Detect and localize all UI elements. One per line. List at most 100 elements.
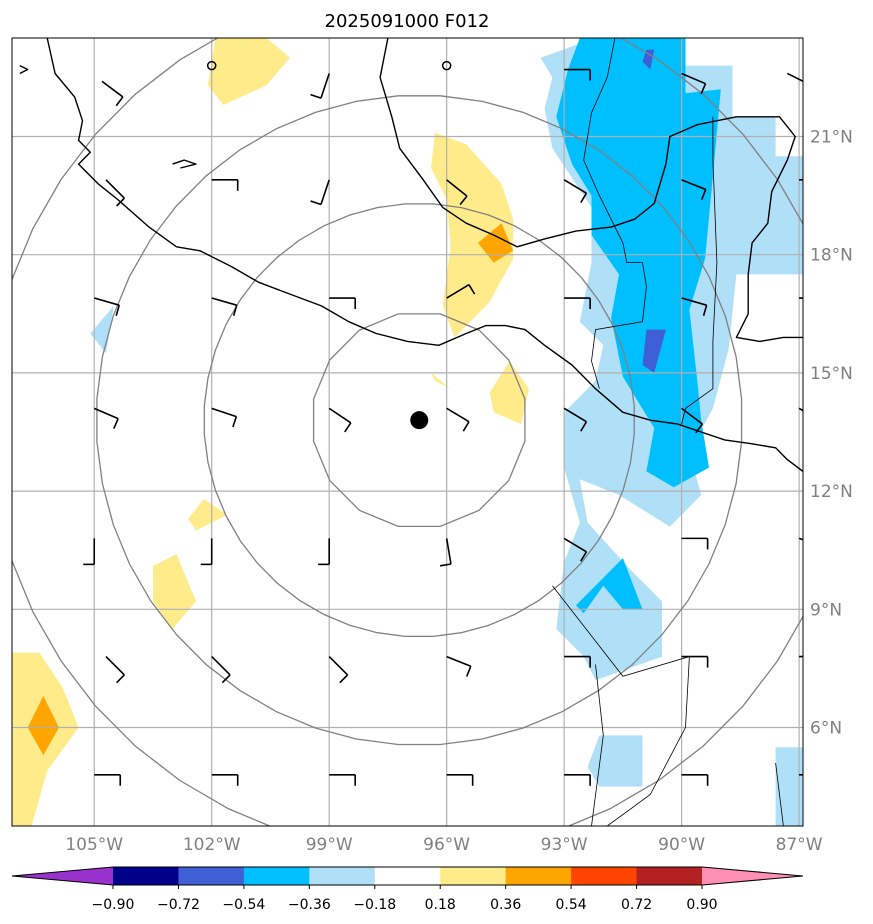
barb-staff: [211, 297, 237, 306]
lon-tick-label: 102°W: [183, 835, 241, 855]
barb-feather: [820, 547, 823, 557]
colorbar-segment: [243, 867, 310, 885]
wind-barb: [446, 655, 472, 677]
wind-barb: [563, 537, 588, 562]
vorticity-region: [188, 499, 228, 531]
barb-feather: [113, 418, 119, 430]
calm-wind-marker: [206, 60, 217, 71]
vorticity-region: [642, 329, 666, 373]
wind-barb: [310, 73, 330, 99]
border-line: [583, 38, 647, 389]
barb-feather: [465, 665, 472, 677]
colorbar-tick-label: −0.18: [353, 897, 396, 913]
barb-staff: [786, 72, 803, 83]
lon-tick-label: 105°W: [65, 835, 123, 855]
barb-staff: [328, 407, 352, 424]
wind-barb: [83, 538, 96, 566]
barb-staff: [320, 73, 330, 99]
colorbar-segment: [505, 867, 572, 885]
colorbar-tick-label: 0.36: [490, 897, 521, 913]
wind-barb: [94, 773, 122, 786]
wind-barb: [211, 407, 238, 428]
vorticity-region: [431, 372, 451, 389]
barb-feather: [310, 93, 322, 99]
lat-tick-label: 6°N: [810, 719, 842, 739]
wind-barb: [681, 297, 708, 316]
barb-staff: [446, 655, 472, 667]
wind-barb: [446, 407, 470, 432]
colorbar-segment: [374, 867, 441, 885]
barb-staff: [105, 179, 125, 199]
barb-feather: [695, 423, 704, 434]
colorbar-segment: [113, 867, 179, 885]
lon-tick-label: 87°W: [776, 835, 823, 855]
wind-barb: [564, 68, 591, 81]
colorbar-tick-label: −0.36: [288, 897, 331, 913]
coastlines: [19, 38, 803, 472]
wind-barb: [681, 537, 709, 550]
barb-feather: [702, 304, 708, 316]
wind-barb: [211, 179, 239, 191]
barb-staff: [681, 297, 707, 306]
coastline: [172, 159, 197, 169]
wind-barb: [564, 655, 591, 668]
wind-barb: [681, 179, 707, 201]
wind-barb: [94, 297, 121, 316]
barb-staff: [681, 179, 707, 191]
border-line: [681, 116, 718, 425]
wind-barb: [310, 179, 330, 206]
barb-feather: [580, 421, 588, 432]
barb-feather: [700, 189, 707, 201]
colorbar-segment: [571, 867, 638, 885]
border-line: [552, 585, 690, 826]
vorticity-region: [775, 747, 803, 826]
vorticity-region: [642, 49, 655, 70]
wind-barb: [439, 538, 452, 567]
barb-staff: [445, 538, 452, 565]
colorbar-tick-label: 0.54: [556, 897, 587, 913]
colorbar-tick-label: −0.90: [92, 897, 135, 913]
barb-feather: [115, 304, 121, 316]
lat-tick-label: 15°N: [810, 364, 853, 384]
barb-feather: [806, 85, 811, 95]
border-line: [775, 762, 784, 826]
colorbar-segment: [178, 867, 245, 885]
border-line: [591, 664, 604, 826]
barb-staff: [320, 179, 330, 205]
barb-feather: [344, 422, 352, 433]
coastline: [46, 38, 803, 472]
wind-barb: [329, 773, 356, 786]
barb-staff: [446, 407, 470, 423]
wind-barb: [211, 656, 231, 684]
barb-feather: [221, 674, 231, 684]
barb-staff: [93, 407, 119, 420]
colorbar-tick-label: −0.54: [222, 897, 265, 913]
wind-barb: [329, 297, 356, 310]
wind-barb: [446, 179, 468, 206]
longitude-tick-labels: 105°W 102°W 99°W 96°W 93°W 90°W 87°W: [65, 835, 822, 855]
barb-staff: [681, 407, 703, 425]
vorticity-region: [207, 38, 290, 105]
barb-feather: [339, 674, 349, 684]
wind-barb: [318, 538, 330, 566]
range-ring: [96, 95, 743, 746]
wind-barb: [211, 773, 239, 786]
wind-barb: [786, 72, 811, 95]
colorbar-extend-low: [12, 867, 113, 885]
barb-staff: [563, 179, 587, 194]
vorticity-region: [489, 361, 529, 425]
wind-barb: [211, 297, 238, 316]
wind-barb: [563, 179, 588, 204]
vorticity-region: [153, 554, 196, 629]
map-frame: [11, 37, 804, 827]
storm-center: [410, 411, 429, 430]
barb-feather: [459, 195, 468, 206]
colorbar: [11, 866, 804, 886]
barb-staff: [101, 80, 124, 98]
lat-tick-label: 12°N: [810, 482, 853, 502]
colorbar-tick-label: 0.90: [686, 897, 717, 913]
wind-barb: [681, 773, 709, 786]
lon-tick-label: 99°W: [306, 835, 353, 855]
wind-barbs: [83, 60, 823, 786]
wind-barb: [681, 407, 704, 434]
